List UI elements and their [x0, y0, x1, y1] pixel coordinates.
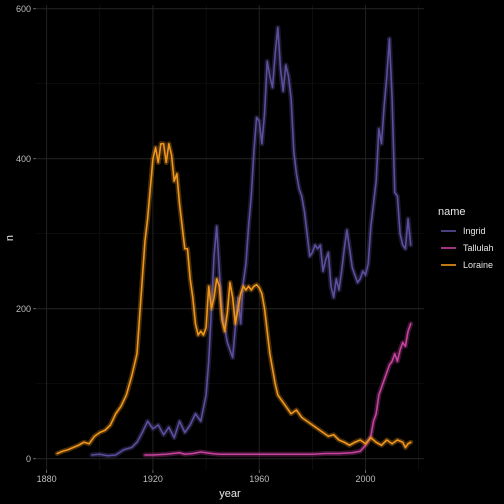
legend-label-loraine: Loraine [463, 260, 493, 270]
plot-panel [36, 5, 424, 470]
series-layer [54, 25, 414, 459]
x-tick-label: 2000 [356, 474, 376, 484]
y-axis-ticks: 0 200 400 600 [16, 4, 36, 464]
grid-major [36, 5, 424, 470]
legend-items: Ingrid Tallulah Loraine [441, 226, 494, 270]
legend-label-ingrid: Ingrid [463, 226, 486, 236]
legend-label-tallulah: Tallulah [463, 243, 494, 253]
legend-title: name [438, 206, 466, 218]
x-axis-ticks: 1880 1920 1960 2000 [37, 470, 376, 484]
y-tick-label: 0 [26, 454, 31, 464]
series-line-tallulah [144, 322, 412, 456]
x-tick-label: 1880 [37, 474, 57, 484]
y-tick-label: 200 [16, 304, 31, 314]
series-line-ingrid [91, 26, 412, 457]
x-axis-title: year [219, 488, 241, 500]
x-tick-label: 1920 [143, 474, 163, 484]
x-tick-label: 1960 [249, 474, 269, 484]
series-line-loraine [56, 142, 412, 455]
y-tick-label: 600 [16, 4, 31, 14]
grid-minor [36, 5, 424, 470]
legend: name Ingrid Tallulah Loraine [438, 206, 494, 270]
y-tick-label: 400 [16, 154, 31, 164]
y-axis-title: n [4, 235, 16, 241]
